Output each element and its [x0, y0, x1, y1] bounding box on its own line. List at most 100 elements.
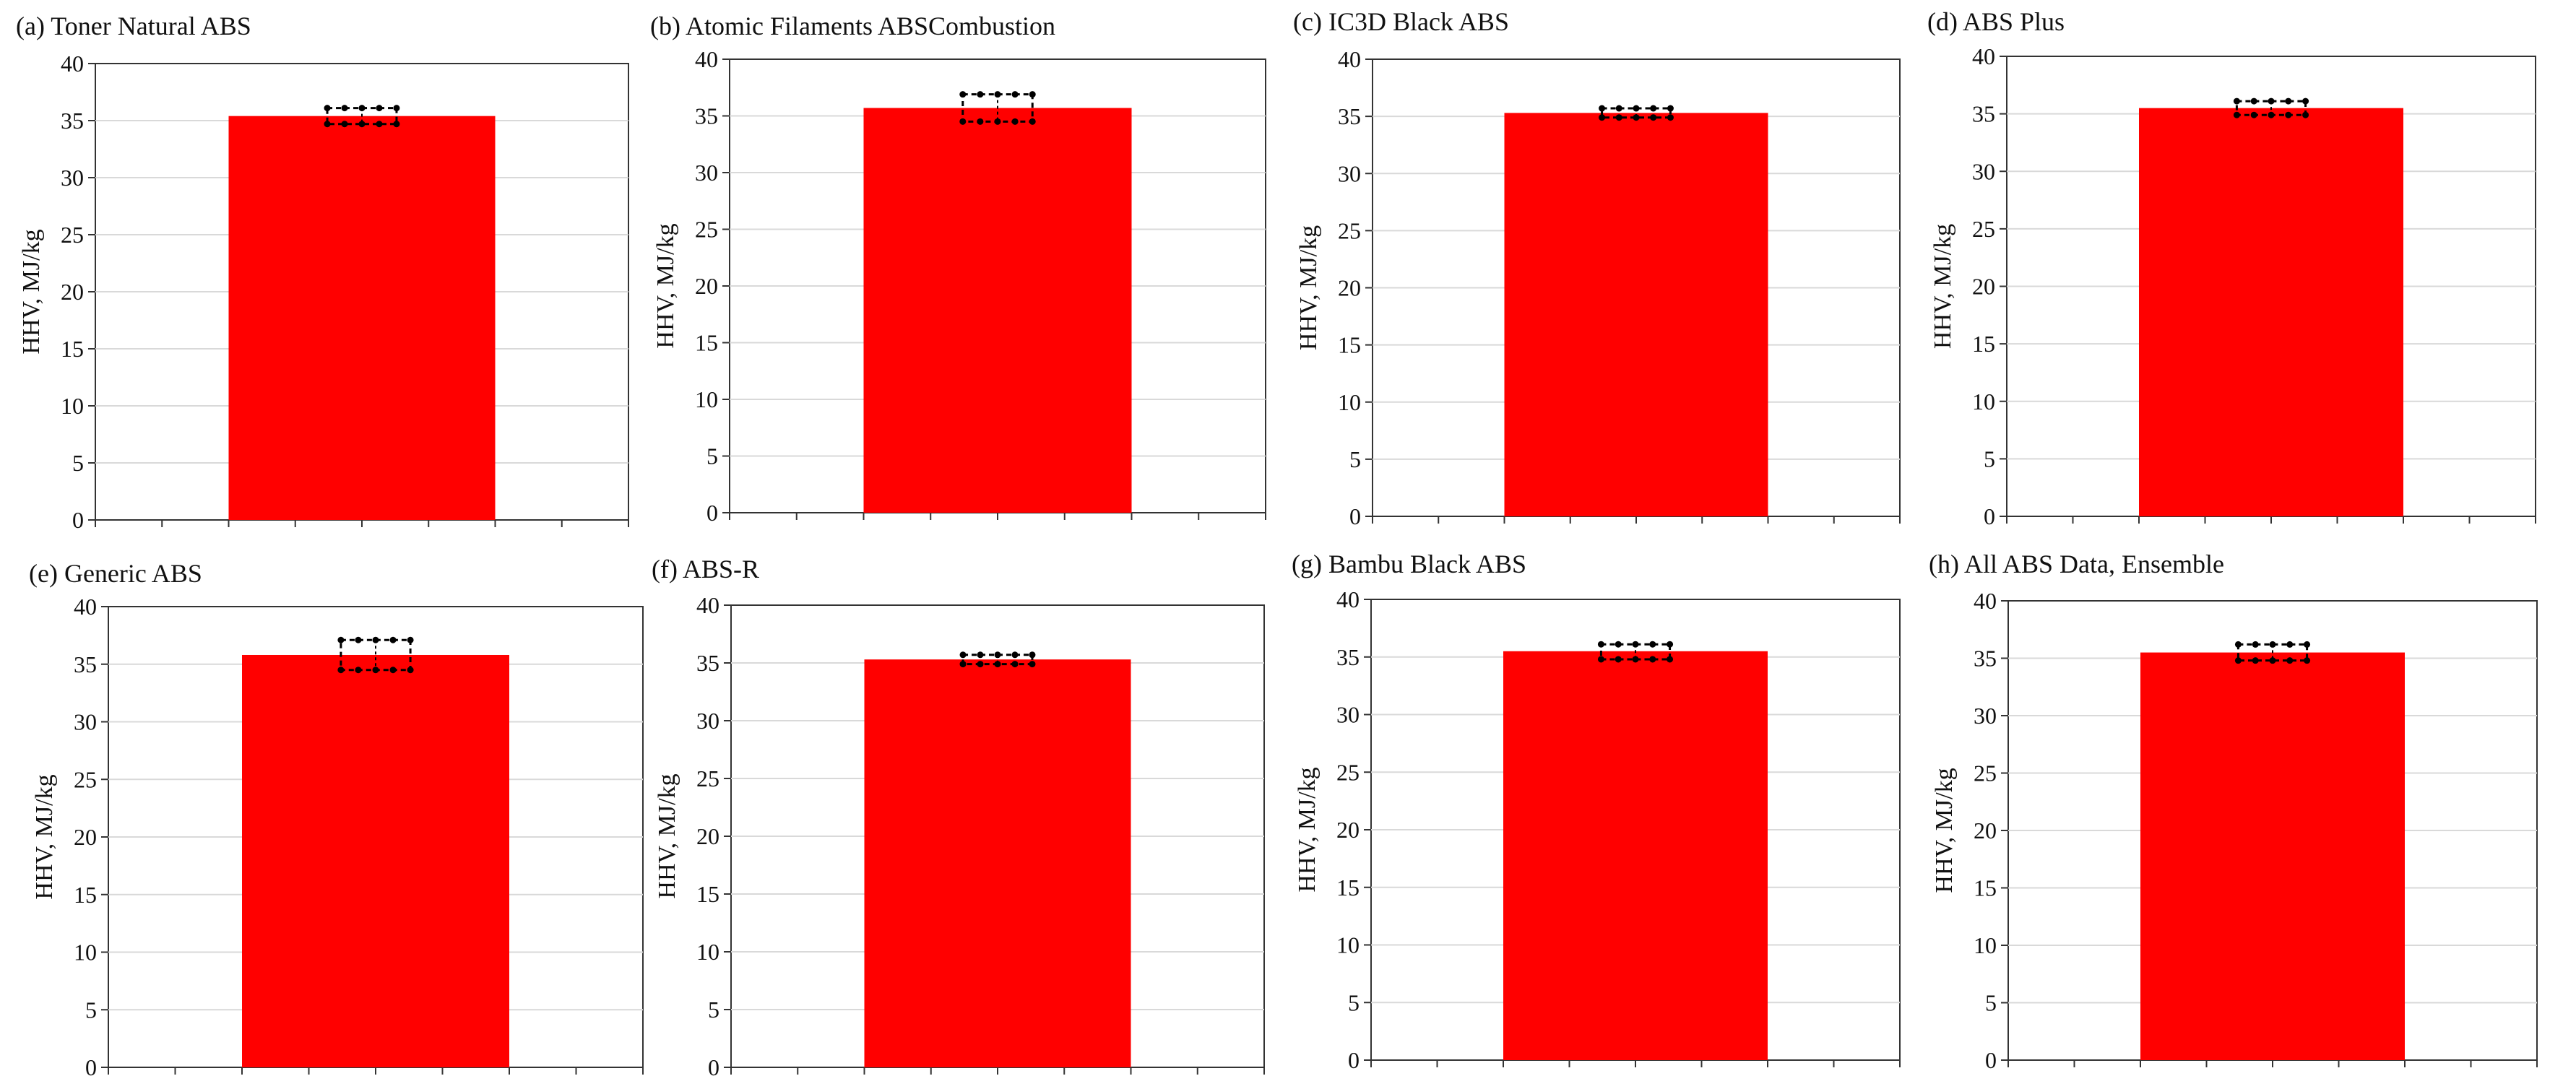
chart-panel-1: 0 5 10 15 20 25 30 35 40 (b) Atomic Filaments ABS…: [650, 12, 1266, 526]
error-bar: [1601, 107, 1672, 119]
error-bar-marker: [994, 118, 1001, 125]
y-tick-label: 5: [72, 450, 84, 476]
y-tick-label: 20: [1336, 817, 1360, 843]
error-bar-marker: [2302, 97, 2309, 105]
y-tick-label: 30: [74, 709, 97, 735]
error-bar-marker: [1615, 641, 1622, 648]
y-tick-label: 25: [61, 222, 84, 248]
y-tick-label: 25: [695, 217, 718, 243]
error-bar-marker: [1632, 656, 1639, 663]
chart-panel-4: 0 5 10 15 20 25 30 35 40 (e) Generic ABS HHV, MJ/k…: [29, 559, 644, 1080]
y-axis-label: HHV, MJ/kg: [1294, 767, 1321, 892]
error-bar-marker: [337, 667, 345, 674]
error-bar-marker: [341, 105, 348, 112]
y-tick-label: 25: [74, 766, 97, 792]
error-bar-marker: [337, 636, 345, 643]
y-tick-label: 35: [61, 108, 84, 134]
error-bar-marker: [2285, 97, 2292, 105]
y-tick-label: 35: [1972, 101, 1995, 127]
panel-title: (a) Toner Natural ABS: [16, 12, 251, 40]
error-bar-marker: [376, 121, 383, 128]
y-tick-label: 30: [696, 708, 719, 734]
error-bar-marker: [2234, 657, 2242, 664]
panel-title: (g) Bambu Black ABS: [1292, 550, 1526, 578]
error-bar-marker: [2250, 111, 2257, 118]
error-bar-marker: [1597, 641, 1604, 648]
y-tick-label: 5: [1349, 446, 1361, 472]
y-tick-label: 0: [72, 507, 84, 533]
y-tick-label: 15: [696, 881, 719, 907]
error-bar-marker: [1011, 118, 1019, 125]
error-bar-marker: [959, 91, 967, 98]
y-tick-label: 40: [696, 592, 719, 618]
error-bar-marker: [959, 661, 967, 668]
error-bar-marker: [2233, 97, 2240, 105]
error-bar-marker: [341, 121, 348, 128]
chart-panel-0: 0 5 10 15 20 25 30 35 40 (a) Toner Natural ABS HHV…: [16, 12, 629, 533]
error-bar-marker: [393, 121, 400, 128]
error-bar-marker: [2268, 97, 2275, 105]
y-tick-label: 10: [695, 386, 718, 412]
error-bar-marker: [376, 105, 383, 112]
error-bar-marker: [2268, 111, 2275, 118]
error-bar-marker: [1650, 114, 1657, 121]
error-bar-marker: [358, 105, 366, 112]
error-bar-marker: [1011, 91, 1019, 98]
error-bar-marker: [1667, 114, 1674, 121]
error-bar-marker: [1633, 114, 1640, 121]
error-bar-marker: [2286, 641, 2294, 648]
y-axis-label: HHV, MJ/kg: [654, 773, 680, 898]
y-tick-label: 5: [1985, 990, 1997, 1016]
y-tick-label: 35: [696, 650, 719, 676]
y-tick-label: 40: [1338, 46, 1361, 72]
y-tick-label: 0: [708, 1054, 719, 1080]
panel-title: (h) All ABS Data, Ensemble: [1929, 550, 2224, 578]
error-bar-marker: [994, 91, 1001, 98]
y-tick-label: 20: [696, 823, 719, 849]
error-bar-marker: [358, 121, 366, 128]
bar: [1504, 113, 1768, 516]
error-bar-marker: [1667, 641, 1674, 648]
y-tick-label: 10: [1336, 932, 1360, 958]
error-bar-marker: [1029, 118, 1036, 125]
panel-title: (f) ABS-R: [652, 555, 759, 583]
error-bar-marker: [2285, 111, 2292, 118]
chart-panel-6: 0 5 10 15 20 25 30 35 40 (g) Bambu Black ABS HHV, …: [1292, 550, 1901, 1073]
error-bar-marker: [977, 91, 984, 98]
chart-panel-7: 0 5 10 15 20 25 30 35 40 (h) All ABS Data, Ensemb…: [1929, 550, 2538, 1073]
y-tick-label: 20: [695, 273, 718, 299]
error-bar-marker: [407, 636, 414, 643]
y-tick-label: 15: [1338, 332, 1361, 358]
y-tick-label: 10: [696, 939, 719, 965]
error-bar: [1599, 643, 1672, 661]
error-bar-marker: [2269, 657, 2276, 664]
error-bar-marker: [1649, 641, 1656, 648]
y-tick-label: 35: [74, 651, 97, 677]
y-tick-label: 0: [85, 1054, 97, 1080]
error-bar-marker: [1615, 105, 1622, 112]
y-tick-label: 15: [1336, 875, 1360, 901]
error-bar-marker: [959, 118, 967, 125]
y-tick-label: 10: [1972, 389, 1995, 415]
y-tick-label: 20: [74, 824, 97, 850]
error-bar-marker: [2252, 641, 2259, 648]
error-bar-marker: [994, 661, 1001, 668]
y-tick-label: 30: [1972, 158, 1995, 184]
y-tick-label: 15: [74, 882, 97, 908]
error-bar-marker: [355, 667, 362, 674]
error-bar-marker: [324, 121, 331, 128]
y-tick-label: 10: [74, 940, 97, 966]
error-bar-marker: [2269, 641, 2276, 648]
y-tick-label: 40: [1336, 586, 1360, 612]
y-tick-label: 40: [61, 51, 84, 77]
error-bar-marker: [977, 661, 984, 668]
y-tick-label: 15: [1972, 331, 1995, 357]
y-tick-label: 35: [695, 103, 718, 129]
y-tick-label: 15: [695, 330, 718, 356]
panel-title: (c) IC3D Black ABS: [1293, 7, 1509, 36]
error-bar-marker: [389, 667, 397, 674]
error-bar-marker: [1011, 661, 1019, 668]
chart-panel-2: 0 5 10 15 20 25 30 35 40 (c) IC3D Black ABS HHV, M…: [1293, 7, 1901, 529]
error-bar-marker: [959, 651, 967, 659]
